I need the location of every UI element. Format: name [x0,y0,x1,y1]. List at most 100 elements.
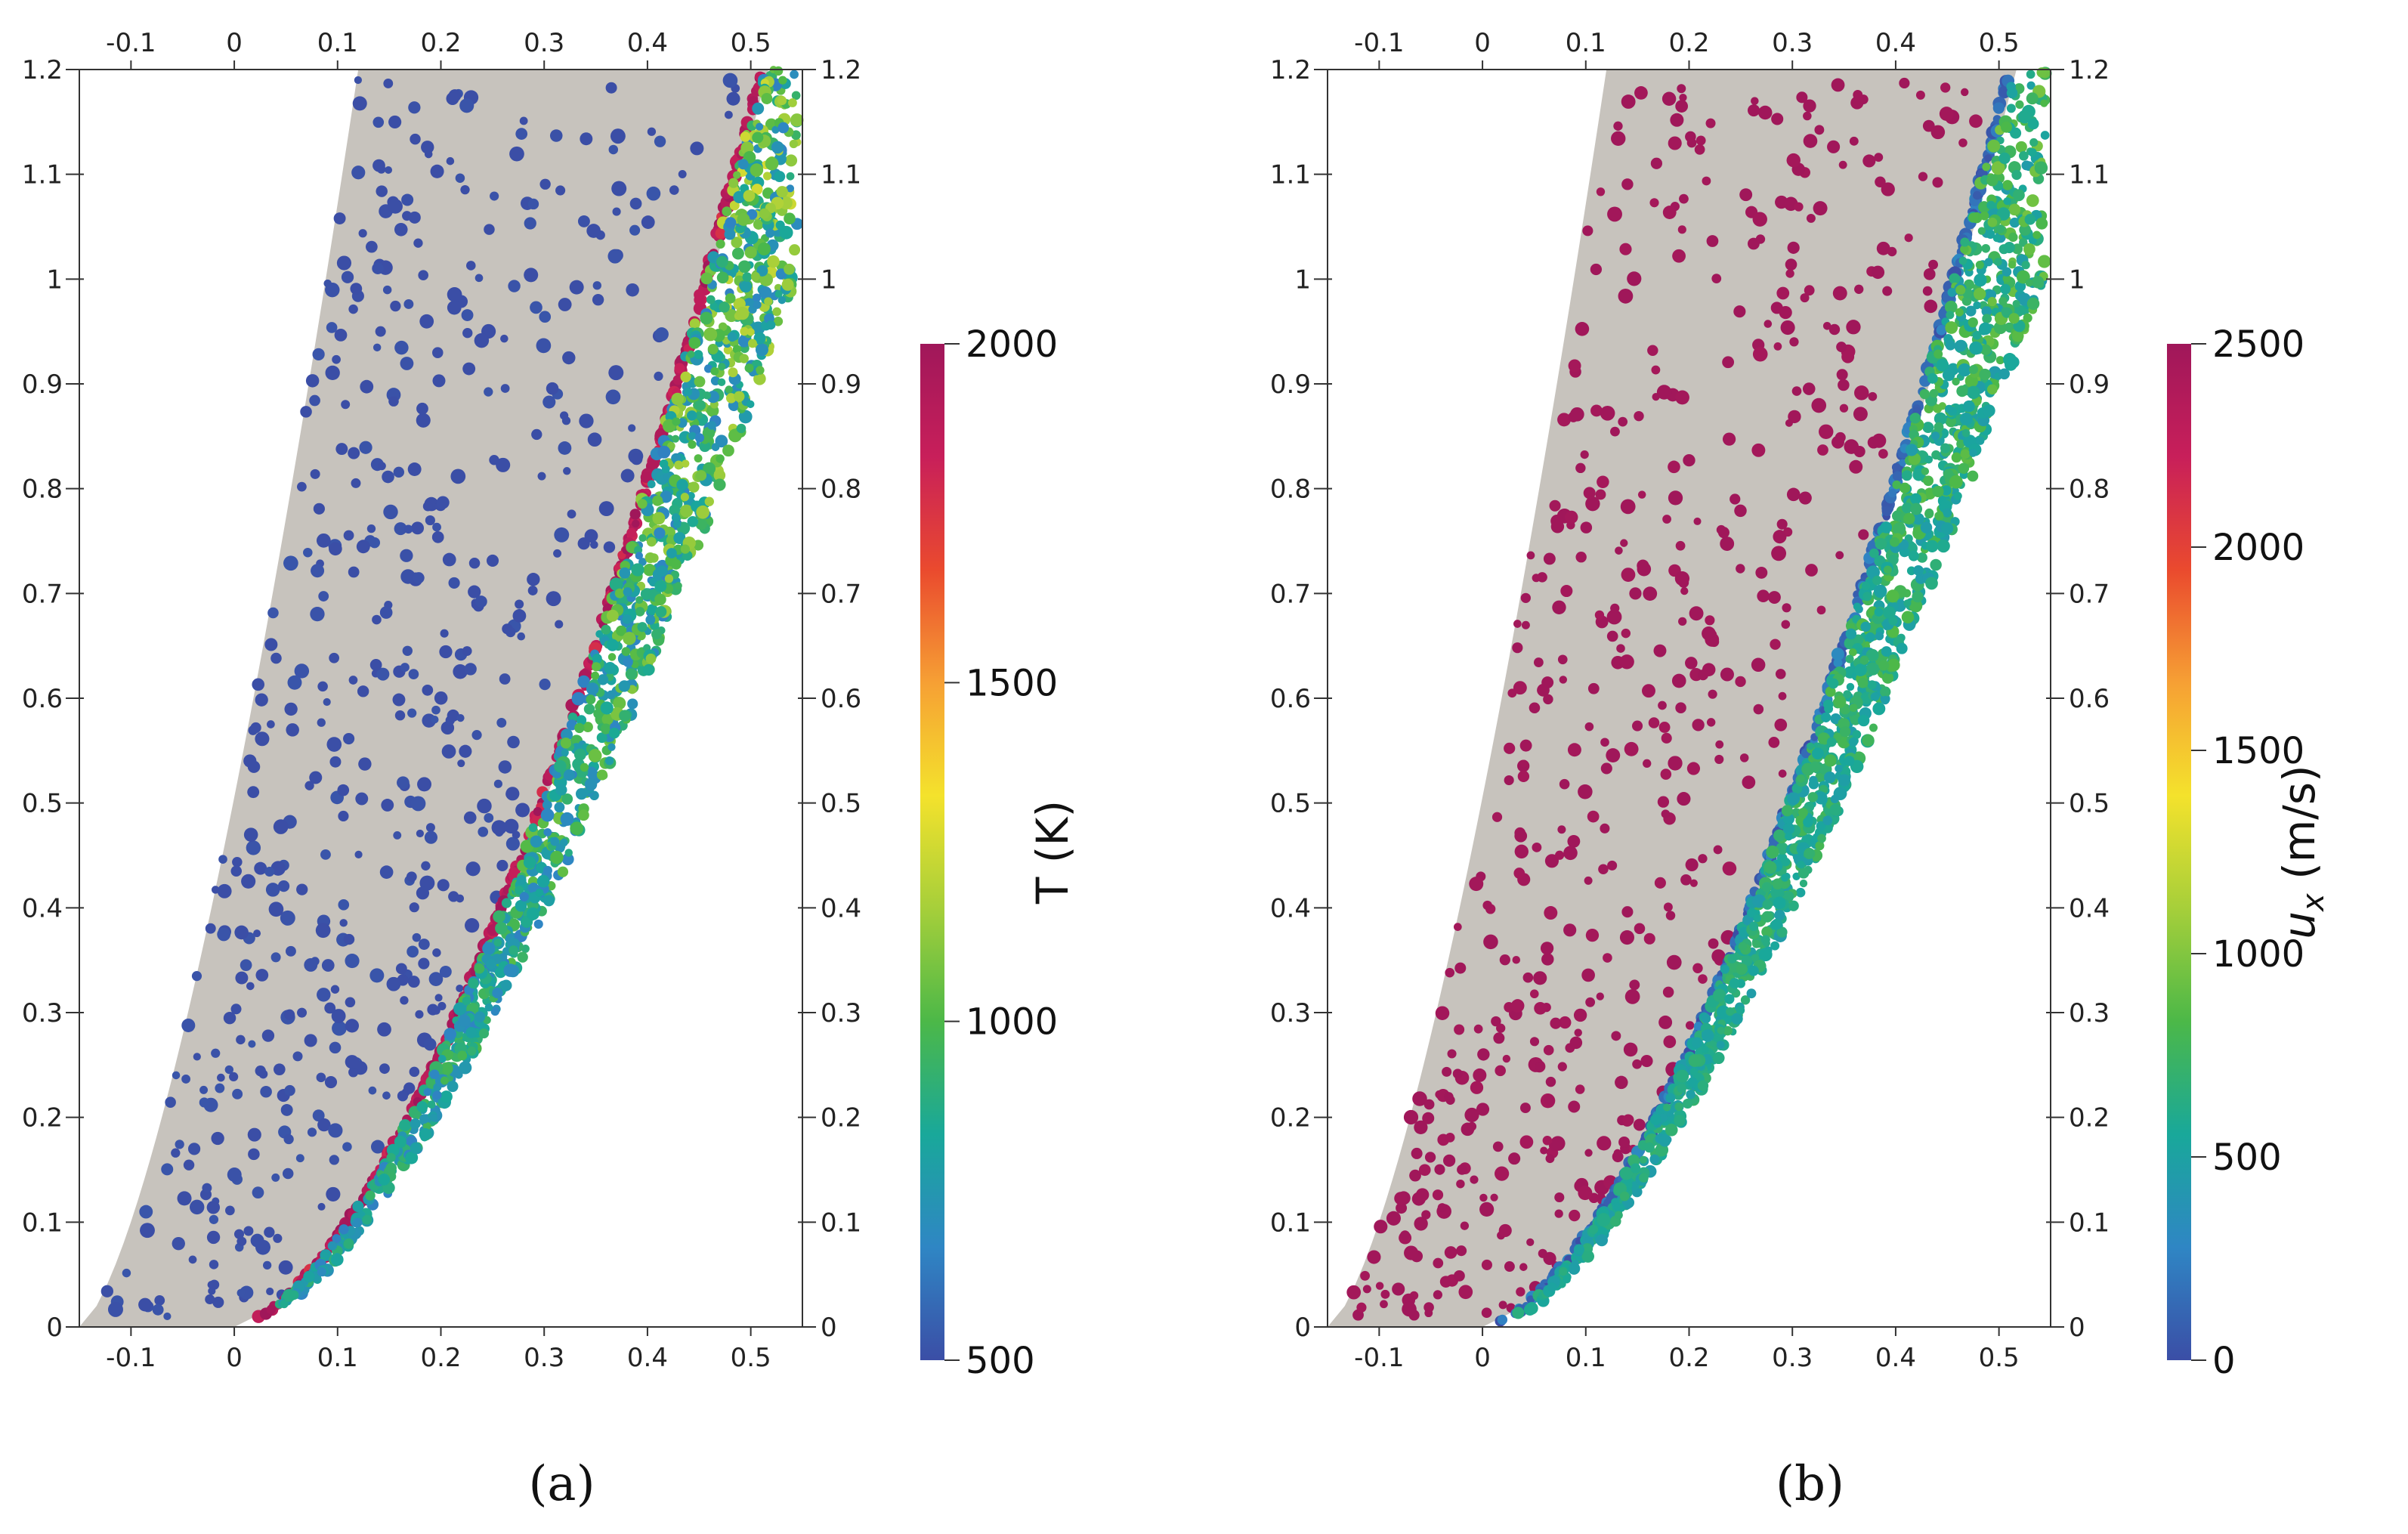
shock-layer-particle [1845,628,1857,640]
shock-layer-particle [1965,305,1977,317]
shock-layer-particle [1688,1053,1702,1068]
shock-layer-particle [1835,764,1843,773]
free-stream-particle [629,224,641,236]
shock-layer-particle [709,302,719,311]
shock-layer-particle [1512,1307,1525,1319]
free-stream-particle [1802,382,1816,395]
colorbar-title: ux (m/s) [2274,765,2331,939]
shock-layer-particle [728,178,739,188]
shock-layer-particle [2001,307,2010,316]
free-stream-particle [1557,825,1566,834]
free-stream-particle [372,614,382,625]
free-stream-particle [447,300,462,315]
shock-layer-particle [1843,690,1852,699]
free-stream-particle [1650,157,1663,169]
free-stream-particle [1876,241,1890,255]
shock-layer-particle [554,759,567,773]
free-stream-particle [1763,320,1773,328]
y-tick-label-left: 0.1 [1270,1208,1311,1238]
free-stream-particle [211,886,220,894]
free-stream-particle [654,327,669,342]
shock-layer-particle [1945,416,1957,428]
free-stream-particle [336,255,352,271]
shock-layer-particle [2003,197,2011,206]
free-stream-particle [1651,365,1661,375]
domain-region [79,70,768,1327]
free-stream-particle [579,413,594,428]
free-stream-particle [233,1229,245,1239]
shock-layer-particle [1986,200,1996,210]
free-stream-particle [669,185,679,195]
shock-front-particle [266,1304,277,1315]
free-stream-particle [1569,1209,1581,1222]
shock-layer-particle [289,1290,299,1300]
free-stream-particle [1568,1100,1581,1113]
free-stream-particle [1535,1061,1545,1072]
shock-layer-particle [440,1076,449,1085]
shock-layer-particle [1787,792,1801,806]
free-stream-particle [1705,615,1715,626]
shock-layer-particle [2012,189,2025,202]
shock-layer-particle [1736,963,1748,976]
y-tick-label-left: 0.5 [22,789,63,819]
free-stream-particle [569,280,584,295]
free-stream-particle [1476,1103,1490,1116]
shock-layer-particle [410,1142,422,1154]
free-stream-particle [484,224,495,235]
shock-layer-particle [459,1061,472,1075]
shock-layer-particle [1887,658,1900,672]
free-stream-particle [439,645,453,659]
shock-layer-particle [440,1090,453,1103]
shock-layer-particle [1824,771,1836,784]
free-stream-particle [1421,1210,1431,1220]
free-stream-particle [395,963,407,975]
free-stream-particle [1637,490,1646,499]
free-stream-particle [654,371,663,381]
free-stream-particle [1554,1209,1563,1218]
y-tick-label-left: 0.1 [22,1208,63,1238]
shock-layer-particle [1986,229,1995,239]
free-stream-particle [1776,286,1790,300]
shock-layer-particle [1968,212,1979,223]
free-stream-particle [1464,1107,1479,1123]
shock-layer-particle [2021,261,2030,270]
free-stream-particle [628,424,636,432]
shock-layer-particle [703,391,712,400]
shock-layer-particle [1982,314,1992,324]
free-stream-particle [477,798,492,814]
free-stream-particle [372,116,385,128]
free-stream-particle [1643,759,1652,768]
free-stream-particle [1624,989,1640,1004]
shock-layer-particle [1839,725,1851,738]
free-stream-particle [1481,1307,1492,1319]
free-stream-particle [460,184,470,195]
shock-front-particle [1936,325,1947,336]
x-tick-label-bottom: 0.5 [731,1343,771,1373]
free-stream-particle [1862,154,1876,168]
free-stream-particle [1513,868,1525,879]
free-stream-particle [172,1236,185,1251]
free-stream-particle [1445,967,1455,978]
free-stream-particle [1653,644,1667,657]
shock-layer-particle [647,537,657,547]
shock-layer-particle [777,295,787,305]
free-stream-particle [1607,860,1618,871]
free-stream-particle [388,115,402,129]
shock-layer-particle [516,874,527,885]
shock-layer-particle [751,184,763,195]
free-stream-particle [312,1109,325,1122]
free-stream-particle [236,1035,246,1045]
shock-layer-particle [1925,577,1938,590]
shock-layer-particle [734,391,745,402]
free-stream-particle [1776,518,1788,530]
shock-layer-particle [784,263,796,275]
shock-layer-particle [1727,954,1737,963]
free-stream-particle [462,362,476,376]
free-stream-particle [690,141,704,156]
free-stream-particle [1753,704,1764,715]
free-stream-particle [1689,606,1704,621]
free-stream-particle [416,402,428,415]
free-stream-particle [1656,385,1672,400]
shock-layer-particle [1878,660,1890,671]
free-stream-particle [496,457,511,472]
